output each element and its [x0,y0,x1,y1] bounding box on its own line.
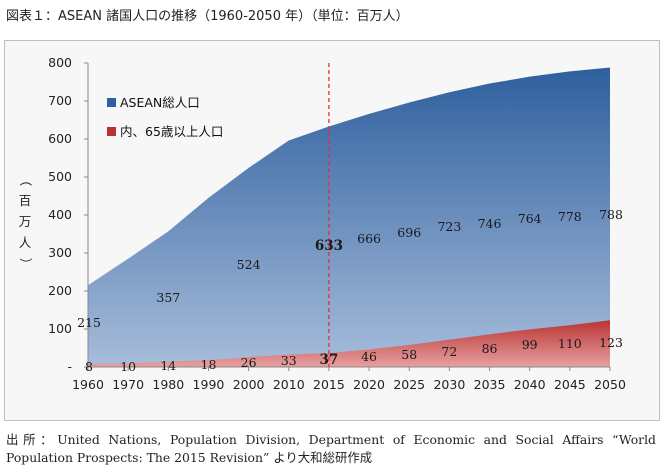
data-label-asean-total: 788 [599,207,623,222]
data-label-aged-65-plus: 37 [320,352,339,368]
source-note-line2: Population Prospects: The 2015 Revision”… [6,450,373,465]
x-tick-label: 2015 [313,377,345,392]
x-tick-label: 2020 [353,377,385,392]
y-tick-label: 800 [48,55,72,70]
data-label-asean-total: 215 [77,315,101,330]
area-asean-total [88,67,610,367]
data-label-asean-total: 666 [357,231,381,246]
x-tick-label: 2040 [514,377,546,392]
x-tick-label: 2035 [474,377,506,392]
source-note: 出所：United Nations, Population Division, … [6,431,656,467]
x-tick-label: 1960 [72,377,104,392]
source-note-line1: 出所：United Nations, Population Division, … [6,432,656,447]
data-label-asean-total: 696 [397,225,421,240]
data-label-aged-65-plus: 123 [599,335,623,350]
y-axis-title-char: 百 [19,193,32,208]
y-tick-label: - [67,359,72,374]
y-axis-title-char: 人 [19,235,32,250]
y-tick-label: 500 [48,169,72,184]
page-title: 図表１：ASEAN 諸国人口の推移（1960-2050 年）（単位：百万人） [6,9,409,24]
data-label-aged-65-plus: 14 [160,358,176,373]
legend-label: ASEAN総人口 [120,95,200,110]
data-label-aged-65-plus: 18 [201,357,217,372]
data-label-aged-65-plus: 46 [361,349,377,364]
x-tick-label: 2050 [594,377,626,392]
area-aged-65-plus [88,320,610,367]
data-label-asean-total: 764 [518,211,542,226]
data-label-aged-65-plus: 110 [558,336,582,351]
data-label-aged-65-plus: 10 [120,359,136,374]
x-tick-label: 2030 [433,377,465,392]
x-tick-label: 2045 [554,377,586,392]
data-label-aged-65-plus: 26 [241,355,257,370]
x-tick-label: 1990 [193,377,225,392]
y-axis-title-char: ） [18,258,33,271]
data-label-asean-total: 778 [558,209,582,224]
y-tick-label: 700 [48,93,72,108]
data-label-asean-total: 746 [478,216,502,231]
y-tick-label: 400 [48,207,72,222]
y-tick-label: 100 [48,321,72,336]
data-label-aged-65-plus: 99 [522,337,538,352]
data-label-aged-65-plus: 72 [441,344,457,359]
legend-swatch [107,98,116,107]
data-label-aged-65-plus: 58 [401,347,417,362]
y-axis-title-char: （ [18,174,33,187]
x-tick-label: 2000 [233,377,265,392]
population-area-chart: - 100 200 300 400 500 600 700 800 （ 百万人 ） 1960 1970 19… [18,55,626,392]
y-tick-label: 200 [48,283,72,298]
data-label-asean-total: 524 [237,257,261,272]
x-tick-label: 2025 [393,377,425,392]
data-label-asean-total: 357 [156,290,180,305]
legend-label: 内、65歳以上人口 [120,124,223,139]
y-tick-label: 600 [48,131,72,146]
y-axis-title-char: 万 [19,214,32,229]
data-label-aged-65-plus: 86 [482,341,498,356]
data-label-asean-total: 723 [437,219,461,234]
x-tick-label: 2010 [273,377,305,392]
data-label-asean-total: 633 [315,238,343,254]
x-tick-label: 1980 [152,377,184,392]
data-label-aged-65-plus: 8 [85,359,93,374]
legend-swatch [107,127,116,136]
data-label-aged-65-plus: 33 [281,353,297,368]
x-tick-label: 1970 [112,377,144,392]
y-tick-label: 300 [48,245,72,260]
